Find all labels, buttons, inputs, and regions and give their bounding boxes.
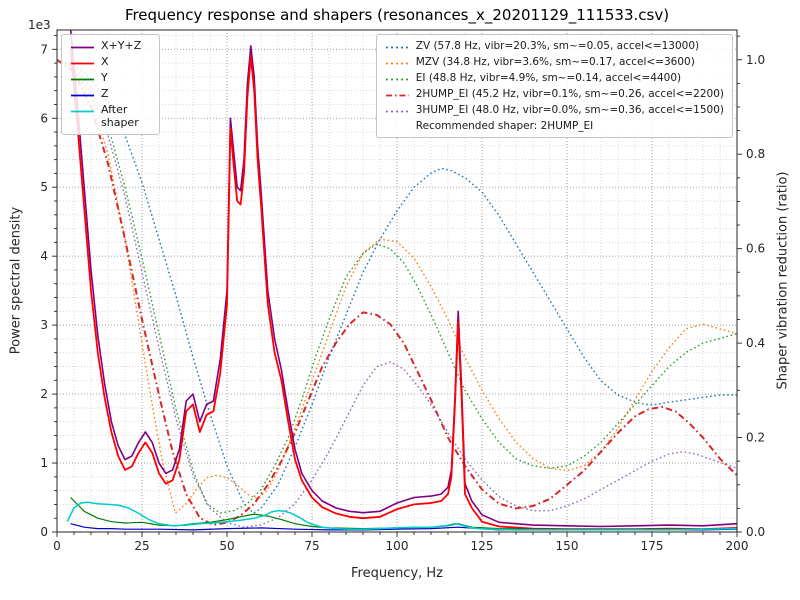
svg-text:50: 50 [219,539,234,553]
shaper-series-2hump_ei-line [57,58,737,526]
shaper-series-zv-line [57,59,737,514]
legend-line-sample [385,46,409,49]
x-axis-label: Frequency, Hz [350,566,444,581]
legend-label: X [101,55,109,68]
legend-line-sample [71,46,94,49]
legend-label: Y [101,71,108,84]
svg-text:0.0: 0.0 [746,525,765,539]
svg-text:7: 7 [40,42,48,56]
tick-labels: 0 25 50 75 100 125 150 175 200 0 1 2 3 4 5 6 7 0.0 0.2 0.4 0… [40,42,765,553]
legend-line-sample [385,78,409,81]
svg-text:25: 25 [134,539,149,553]
psd-series-x-line [69,49,737,531]
legend-line-sample [71,62,94,65]
shaper-legend: ZV (57.8 Hz, vibr=20.3%, sm~=0.05, accel… [375,34,733,138]
svg-text:4: 4 [40,249,48,263]
svg-text:5: 5 [40,180,48,194]
svg-text:0.4: 0.4 [746,336,765,350]
axis-offset-text: 1e3 [28,18,51,32]
legend-item: ZV (57.8 Hz, vibr=20.3%, sm~=0.05, accel… [385,40,724,53]
legend-line-sample [385,94,409,97]
psd-legend: X+Y+Z X Y Z After shaper [61,34,160,136]
legend-line-sample [71,78,94,81]
psd-series-y-line [70,497,737,530]
legend-label: EI (48.8 Hz, vibr=4.9%, sm~=0.14, accel<… [415,72,682,84]
svg-text:0.2: 0.2 [746,431,765,445]
chart-title: Frequency response and shapers (resonanc… [124,6,670,24]
psd-series-after-shaper-line [66,501,737,531]
legend-line-sample [385,110,409,113]
legend-label: ZV (57.8 Hz, vibr=20.3%, sm~=0.05, accel… [415,40,700,52]
legend-item: After shaper [70,103,151,129]
svg-text:200: 200 [726,539,749,553]
legend-item: Z [70,87,151,101]
legend-item: EI (48.8 Hz, vibr=4.9%, sm~=0.14, accel<… [385,72,724,85]
legend-label: 3HUMP_EI (48.0 Hz, vibr=0.0%, sm~=0.36, … [415,104,724,116]
svg-text:150: 150 [556,539,579,553]
svg-text:0.8: 0.8 [746,147,765,161]
svg-text:3: 3 [40,318,48,332]
svg-text:75: 75 [304,539,319,553]
svg-text:175: 175 [641,539,664,553]
legend-item: X+Y+Z [70,39,151,53]
svg-text:0.6: 0.6 [746,242,765,256]
recommended-shaper-note: Recommended shaper: 2HUMP_EI [415,120,594,132]
legend-item: X [70,55,151,69]
svg-text:1: 1 [40,456,48,470]
legend-item: 2HUMP_EI (45.2 Hz, vibr=0.1%, sm~=0.26, … [385,88,724,101]
legend-label: MZV (34.8 Hz, vibr=3.6%, sm~=0.17, accel… [415,56,695,68]
svg-text:100: 100 [386,539,409,553]
legend-item: Y [70,71,151,85]
legend-line-sample [385,62,409,65]
axis-ticks [52,35,742,537]
legend-line-sample [71,110,94,113]
legend-label: After shaper [101,103,139,129]
legend-line-sample [71,94,94,97]
svg-text:125: 125 [471,539,494,553]
legend-label: X+Y+Z [101,39,142,52]
legend-label: Z [101,87,109,100]
legend-item: MZV (34.8 Hz, vibr=3.6%, sm~=0.17, accel… [385,56,724,69]
svg-text:2: 2 [40,387,48,401]
svg-text:0: 0 [40,525,48,539]
svg-text:6: 6 [40,111,48,125]
legend-label: 2HUMP_EI (45.2 Hz, vibr=0.1%, sm~=0.26, … [415,88,724,100]
svg-text:1.0: 1.0 [746,53,765,67]
svg-text:0: 0 [53,539,61,553]
legend-item: 3HUMP_EI (48.0 Hz, vibr=0.0%, sm~=0.36, … [385,104,724,117]
